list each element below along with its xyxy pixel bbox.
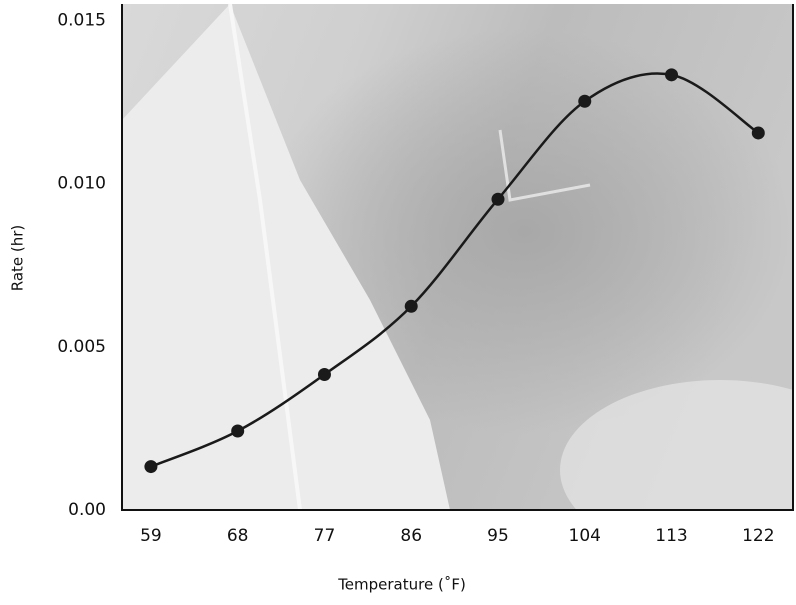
y-axis-title: Rate (hr) bbox=[9, 225, 27, 292]
x-tick-label: 104 bbox=[569, 526, 601, 546]
x-tick-label: 122 bbox=[742, 526, 774, 546]
x-tick-label: 113 bbox=[655, 526, 687, 546]
x-tick-label: 95 bbox=[487, 526, 509, 546]
background-photo bbox=[122, 4, 793, 510]
marker bbox=[578, 94, 592, 108]
y-tick-label: 0.015 bbox=[57, 10, 106, 30]
y-tick-label: 0.010 bbox=[57, 174, 106, 194]
marker bbox=[231, 424, 245, 438]
marker bbox=[144, 460, 158, 474]
line bbox=[150, 72, 759, 468]
marker bbox=[404, 299, 418, 313]
marker bbox=[491, 192, 505, 206]
marker bbox=[317, 368, 331, 382]
x-tick-label: 59 bbox=[140, 526, 162, 546]
axis-frame bbox=[121, 4, 794, 511]
x-axis-title: Temperature (˚F) bbox=[337, 576, 466, 594]
x-tick-label: 86 bbox=[400, 526, 422, 546]
y-tick-label: 0.005 bbox=[57, 337, 106, 357]
x-tick-label: 68 bbox=[227, 526, 249, 546]
marker bbox=[665, 68, 679, 82]
y-tick-label: 0.00 bbox=[68, 500, 106, 520]
x-tick-label: 77 bbox=[314, 526, 336, 546]
marker bbox=[751, 126, 765, 140]
